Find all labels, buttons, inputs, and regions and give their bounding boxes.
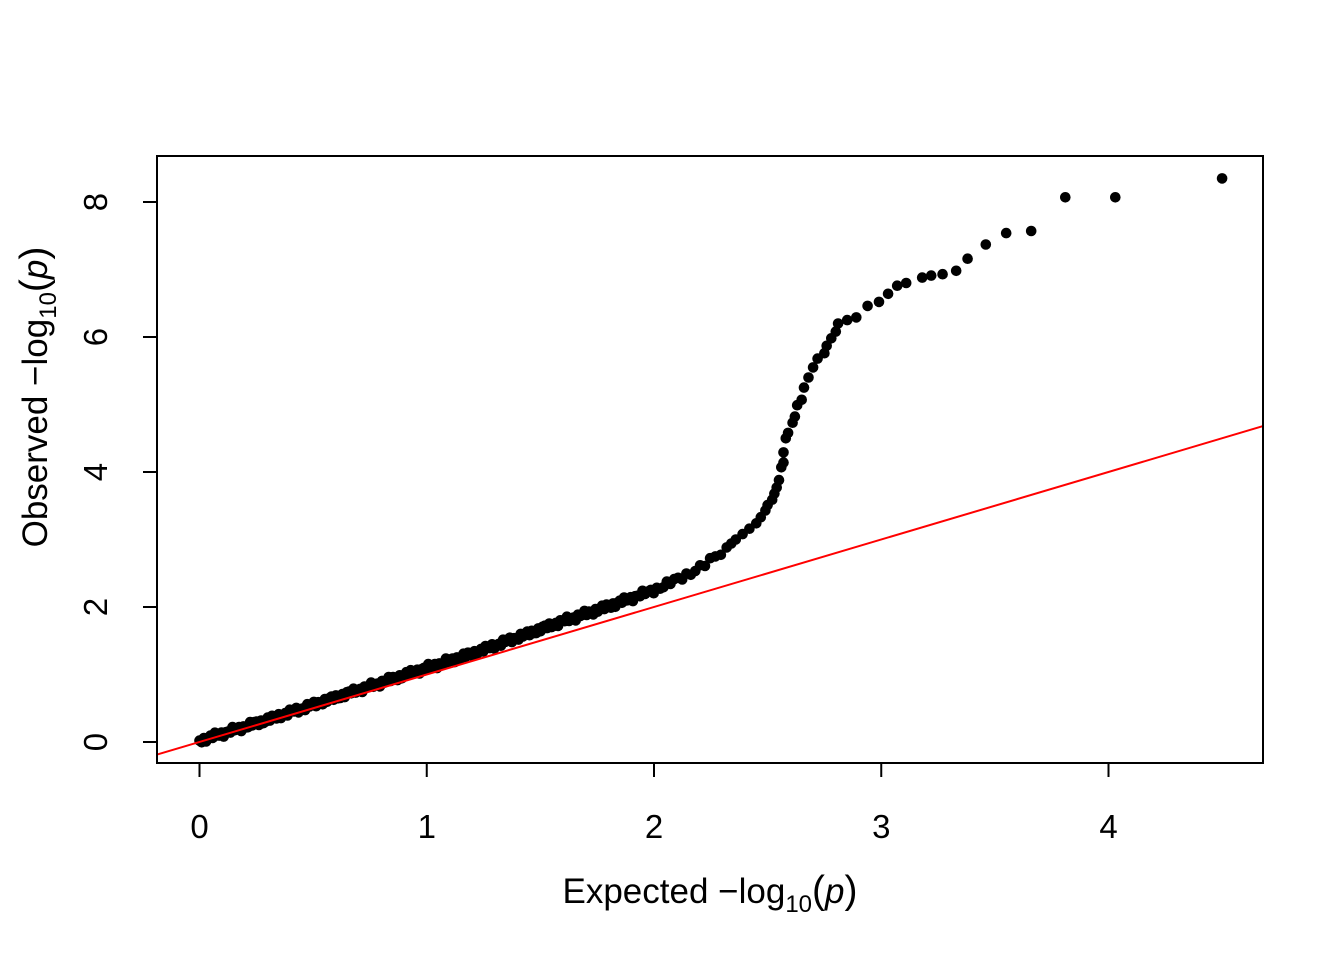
x-tick-label: 1 — [418, 808, 436, 845]
data-point — [803, 372, 814, 383]
reference-line-layer — [156, 425, 1264, 756]
data-point — [778, 457, 789, 468]
data-point — [1110, 192, 1121, 203]
data-point — [796, 394, 807, 406]
data-point — [882, 288, 894, 300]
x-tick-label: 0 — [190, 808, 208, 845]
data-point — [841, 314, 853, 326]
x-axis-title: Expected −log10(p) — [563, 869, 858, 918]
x-tick-label: 3 — [872, 808, 890, 845]
y-tick-label: 0 — [77, 733, 114, 751]
x-axis-title-open-paren: ( — [812, 869, 825, 912]
y-axis-title-close-paren: ) — [13, 247, 56, 260]
data-point — [1000, 227, 1012, 239]
x-axis-title-subscript: 10 — [785, 891, 812, 918]
scatter-points-layer — [194, 173, 1228, 748]
data-point — [778, 447, 789, 458]
x-axis-title-minus-log: −log — [718, 872, 785, 911]
data-point-band — [699, 560, 711, 572]
x-axis-title-variable: p — [824, 872, 844, 911]
data-point — [851, 312, 862, 323]
x-axis-title-word: Expected — [563, 872, 719, 911]
data-point — [782, 427, 794, 439]
data-point — [830, 326, 842, 337]
data-point — [807, 362, 819, 373]
axes-layer: 0 1 2 3 4 0 2 4 6 8 — [77, 193, 1118, 845]
data-point-band — [715, 549, 727, 561]
data-point — [925, 270, 937, 281]
y-tick-label: 2 — [77, 598, 114, 616]
plot-box — [156, 155, 1264, 764]
data-point — [950, 265, 962, 277]
data-point — [832, 318, 844, 329]
data-point — [1216, 173, 1228, 184]
data-point — [916, 272, 928, 283]
data-point — [862, 300, 873, 312]
data-point — [773, 474, 785, 486]
y-axis-title-word: Observed — [16, 386, 55, 547]
data-point — [962, 253, 973, 264]
x-axis-title-close-paren: ) — [844, 869, 857, 912]
y-axis-title-variable: p — [16, 260, 55, 280]
data-point — [980, 239, 992, 250]
y-axis-title-subscript: 10 — [35, 292, 62, 319]
reference-line — [156, 425, 1264, 756]
x-tick-label: 2 — [645, 808, 663, 845]
data-point — [900, 277, 912, 289]
y-axis-title-open-paren: ( — [13, 279, 56, 292]
y-tick-label: 6 — [77, 328, 114, 346]
data-point — [937, 268, 948, 280]
data-point — [1025, 225, 1037, 237]
y-axis-title-minus-log: −log — [16, 319, 55, 386]
data-point — [891, 280, 903, 292]
data-point — [873, 296, 885, 308]
data-point — [1060, 192, 1071, 203]
y-tick-label: 8 — [77, 193, 114, 211]
y-axis-title: Observed −log10(p) — [13, 247, 62, 548]
y-tick-label: 4 — [77, 463, 114, 481]
x-tick-label: 4 — [1099, 808, 1117, 845]
data-point — [798, 382, 810, 393]
data-point — [789, 411, 801, 422]
